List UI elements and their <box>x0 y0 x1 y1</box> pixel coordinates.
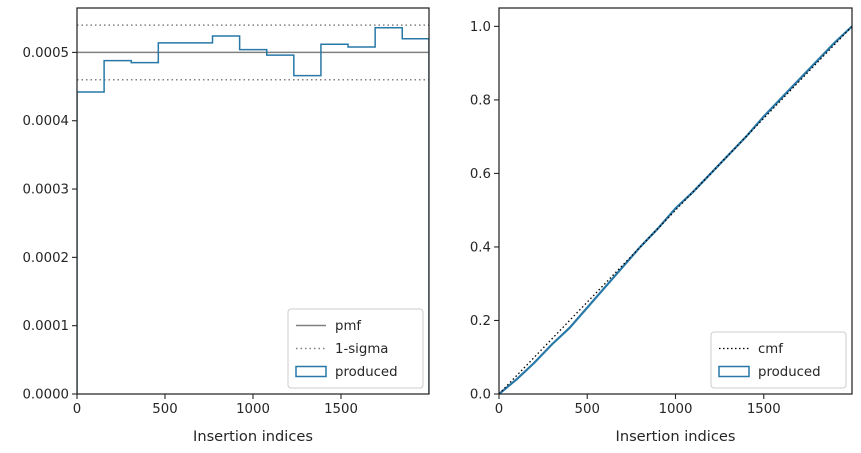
left-plot-area <box>77 24 429 394</box>
right-y-tick-label: 1.0 <box>470 20 491 35</box>
right-x-tick-label: 0 <box>495 402 503 417</box>
right-x-tick-label: 500 <box>575 402 600 417</box>
cmf-line <box>499 25 852 394</box>
right-y-tick-label: 0.2 <box>470 314 491 329</box>
left-y-tick-label: 0.0002 <box>22 251 69 266</box>
left-y-tick-label: 0.0000 <box>22 388 69 403</box>
left-y-tick-label: 0.0001 <box>22 319 69 334</box>
right-panel: 0 500 1000 1500 0.0 0.2 0.4 0.6 0.8 1.0 Insertion … <box>470 7 853 445</box>
right-y-tick-label: 0.8 <box>470 93 491 108</box>
right-legend-label: cmf <box>758 342 783 357</box>
right-legend-handle-produced <box>718 365 750 378</box>
right-x-tick-label: 1000 <box>659 402 693 417</box>
left-x-tick-label: 1000 <box>236 402 270 417</box>
left-x-tick-label: 500 <box>152 402 177 417</box>
left-legend-label: pmf <box>335 319 361 334</box>
right-y-tick-label: 0.0 <box>470 388 491 403</box>
left-y-tick-label: 0.0003 <box>22 183 69 198</box>
left-y-tick-label: 0.0005 <box>22 46 69 61</box>
right-legend-label: produced <box>758 365 821 380</box>
right-x-axis-label: Insertion indices <box>616 428 736 445</box>
left-legend-label: produced <box>335 365 398 380</box>
produced-line <box>499 25 852 394</box>
left-legend-handle-produced <box>295 365 327 378</box>
left-panel: 0 500 1000 1500 0.0000 0.0001 0.0002 0.0003 0.00… <box>22 7 430 445</box>
left-x-axis-label: Insertion indices <box>193 428 313 445</box>
left-x-tick-label: 0 <box>73 402 81 417</box>
right-y-tick-label: 0.6 <box>470 167 491 182</box>
left-y-tick-label: 0.0004 <box>22 114 69 129</box>
right-y-tick-label: 0.4 <box>470 240 491 255</box>
right-legend-box <box>710 331 847 389</box>
produced-histogram <box>77 27 429 394</box>
right-legend: cmf produced <box>710 331 847 389</box>
right-x-tick-label: 1500 <box>747 402 781 417</box>
right-plot-area <box>499 25 852 394</box>
left-legend-box <box>287 308 424 389</box>
left-x-tick-label: 1500 <box>324 402 358 417</box>
left-legend: pmf 1-sigma produced <box>287 308 424 389</box>
left-legend-label: 1-sigma <box>335 342 388 357</box>
